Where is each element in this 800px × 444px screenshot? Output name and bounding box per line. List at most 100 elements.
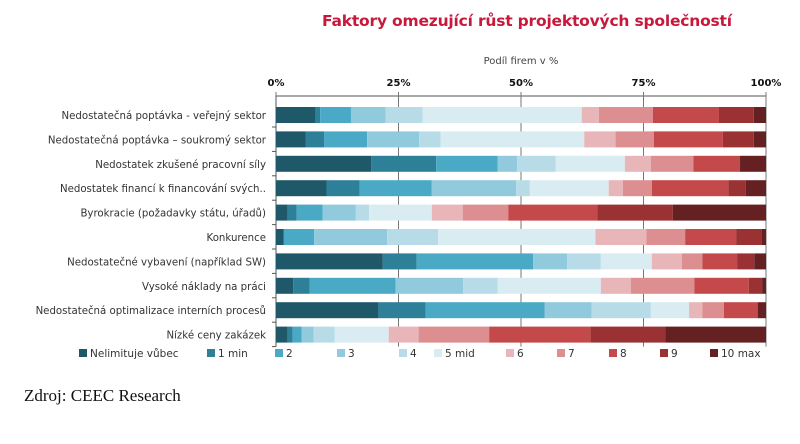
legend-swatch — [399, 349, 407, 357]
bar-segment — [740, 155, 766, 172]
bar-segment — [419, 131, 441, 148]
bar-segment — [652, 107, 719, 123]
bar-segment — [422, 107, 582, 123]
category-label: Konkurence — [207, 233, 266, 244]
bar-segment — [387, 229, 439, 245]
legend-swatch — [79, 349, 87, 357]
bar-segment — [694, 277, 749, 294]
bar-segment — [651, 180, 729, 197]
bar-segment — [418, 326, 490, 343]
bar-segment — [529, 180, 609, 197]
x-tick-label: 75% — [632, 78, 656, 89]
category-label: Nedostatečná poptávka – soukromý sektor — [48, 134, 267, 146]
legend-swatch — [337, 349, 345, 357]
legend-label: 7 — [568, 348, 575, 360]
bar-segment — [287, 326, 293, 343]
bar-segment — [371, 155, 437, 172]
bar-segment — [516, 180, 530, 197]
bar-segment — [320, 107, 351, 123]
bar-segment — [301, 326, 314, 343]
category-label: Nedostatek zkušené pracovní síly — [95, 159, 266, 171]
bar-segment — [753, 131, 766, 148]
bar-segment — [544, 302, 592, 319]
category-labels: Nedostatečná poptávka - veřejný sektor Ne… — [36, 110, 267, 342]
bar-segment — [309, 277, 396, 294]
bar-segment — [651, 253, 682, 270]
bar-segment — [665, 326, 766, 343]
legend-label: 10 max — [721, 348, 761, 360]
bar-segment — [590, 326, 666, 343]
bar-segment — [395, 277, 464, 294]
bar-segment — [313, 326, 335, 343]
bar-segment — [653, 131, 723, 148]
bar-segment — [436, 155, 498, 172]
x-tick-label: 25% — [387, 78, 411, 89]
bar-segment — [276, 107, 316, 123]
bar-segment — [757, 302, 766, 319]
bar-segment — [646, 229, 686, 245]
bar-segment — [622, 180, 652, 197]
bar-segment — [324, 131, 368, 148]
chart-title: Faktory omezující růst projektových spol… — [322, 12, 732, 30]
x-tick-label: 100% — [751, 78, 782, 89]
category-label: Nízké ceny zakázek — [166, 330, 266, 342]
bar-segment — [462, 204, 509, 221]
legend-swatch — [434, 349, 442, 357]
category-label: Vysoké náklady na práci — [142, 281, 266, 293]
bar-segment — [600, 253, 652, 270]
legend-swatch — [275, 349, 283, 357]
bar-segment — [276, 131, 306, 148]
bar-segment — [597, 204, 673, 221]
source-note: Zdroj: CEEC Research — [24, 386, 181, 405]
bar-segment — [745, 180, 766, 197]
legend-label: 2 — [286, 348, 293, 360]
legend-label: 3 — [348, 348, 355, 360]
bar-segment — [600, 277, 631, 294]
x-tick-label: 50% — [509, 78, 533, 89]
legend-swatch — [557, 349, 565, 357]
bar-segment — [702, 253, 738, 270]
bar-segment — [508, 204, 598, 221]
bar-segment — [440, 131, 585, 148]
bar-segment — [388, 326, 419, 343]
bar-segment — [314, 229, 388, 245]
bar-segment — [754, 253, 766, 270]
bar-segment — [382, 253, 417, 270]
bar-segment — [672, 204, 766, 221]
bar-segment — [276, 155, 372, 172]
bar-segment — [276, 277, 294, 294]
bar-segment — [702, 302, 724, 319]
bar-segment — [305, 131, 325, 148]
bar-segment — [761, 229, 766, 245]
legend-label: 8 — [620, 348, 627, 360]
legend-label: 4 — [410, 348, 417, 360]
category-label: Byrokracie (požadavky státu, úřadů) — [80, 208, 266, 220]
bar-segment — [584, 131, 616, 148]
bar-segment — [517, 155, 556, 172]
bar-segment — [326, 180, 360, 197]
bar-segment — [276, 229, 284, 245]
bar-segment — [581, 107, 599, 123]
bar-segment — [762, 277, 766, 294]
bars — [276, 107, 766, 343]
category-label: Nedostatek financí k financování svých.. — [60, 183, 266, 195]
bar-segment — [567, 253, 601, 270]
bar-segment — [650, 155, 694, 172]
bar-segment — [416, 253, 534, 270]
bar-segment — [681, 253, 703, 270]
legend-swatch — [660, 349, 668, 357]
legend-swatch — [506, 349, 514, 357]
bar-segment — [624, 155, 651, 172]
bar-segment — [287, 204, 297, 221]
bar-segment — [728, 180, 746, 197]
category-label: Nedostatečná optimalizace interních proc… — [36, 305, 266, 317]
bar-segment — [748, 277, 763, 294]
bar-segment — [350, 107, 386, 123]
bar-segment — [276, 204, 288, 221]
bar-segment — [276, 302, 379, 319]
bar-segment — [650, 302, 690, 319]
legend-label: Nelimituje vůbec — [90, 348, 179, 360]
bar-segment — [293, 277, 310, 294]
bar-segment — [685, 229, 737, 245]
